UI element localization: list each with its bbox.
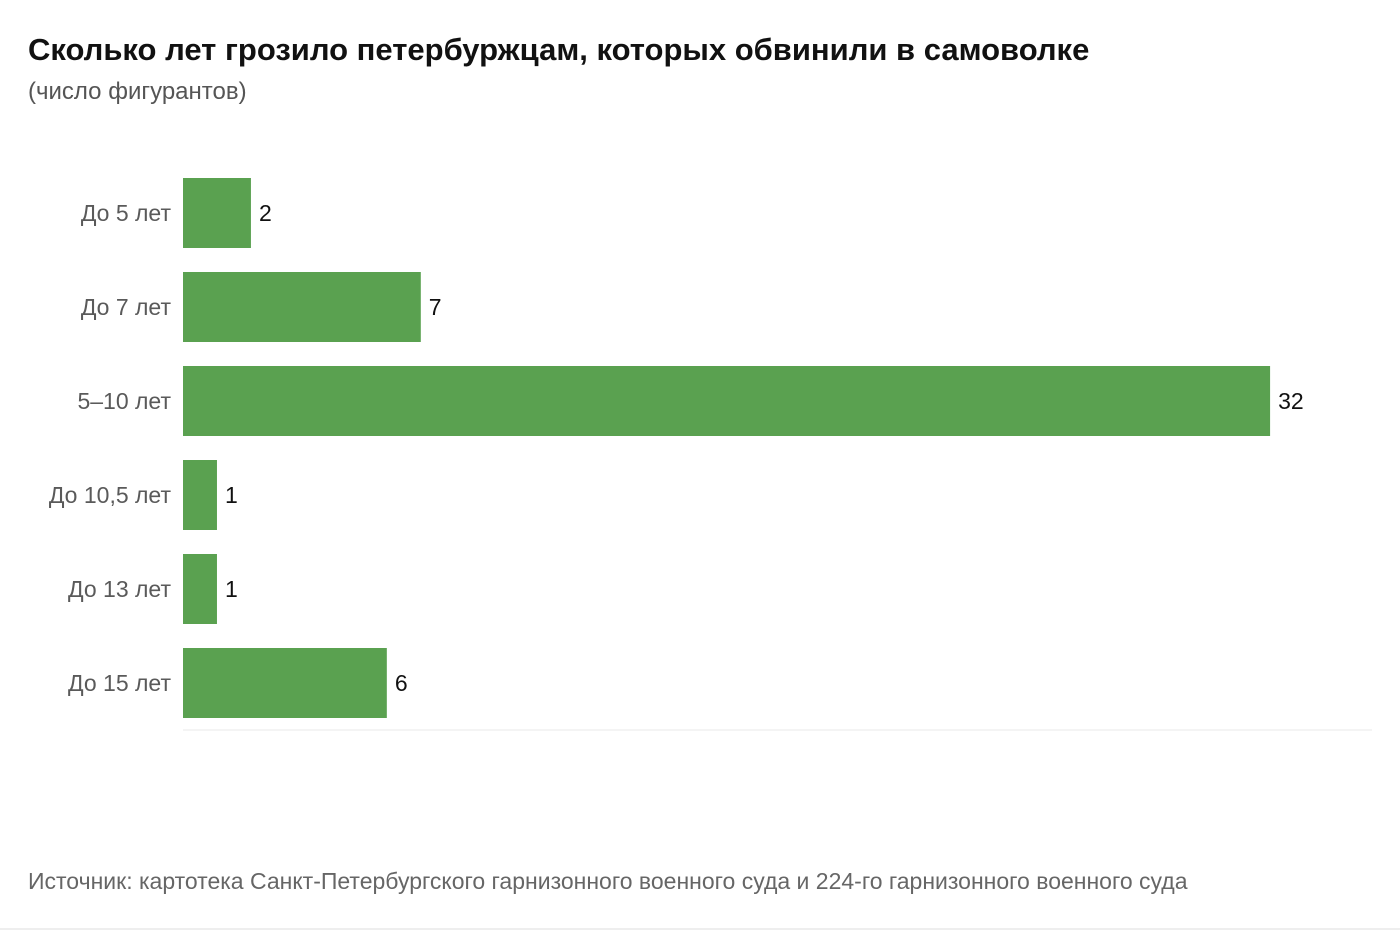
bars-group: До 5 лет 2 До 7 лет 7 5–10 лет 32 До 10,5 лет 1… <box>49 178 1304 718</box>
category-label: До 5 лет <box>81 200 172 226</box>
bottom-divider <box>0 928 1400 930</box>
value-label: 1 <box>225 482 238 508</box>
chart-title: Сколько лет грозило петербуржцам, которы… <box>28 32 1090 67</box>
category-label: 5–10 лет <box>77 388 171 414</box>
category-label: До 10,5 лет <box>49 482 172 508</box>
category-label: До 13 лет <box>68 576 171 602</box>
bar-chart: До 5 лет 2 До 7 лет 7 5–10 лет 32 До 10,5 лет 1… <box>49 178 1372 731</box>
value-label: 1 <box>225 576 238 602</box>
bar <box>183 460 217 530</box>
value-label: 6 <box>395 670 408 696</box>
source-note: Источник: картотека Санкт-Петербургского… <box>28 868 1188 894</box>
value-label: 7 <box>429 294 442 320</box>
bar <box>183 272 421 342</box>
category-label: До 7 лет <box>81 294 172 320</box>
bar <box>183 366 1271 436</box>
value-label: 2 <box>259 200 272 226</box>
bar <box>183 648 387 718</box>
bar <box>183 178 251 248</box>
value-label: 32 <box>1278 388 1304 414</box>
chart-subtitle: (число фигурантов) <box>28 78 247 105</box>
category-label: До 15 лет <box>68 670 171 696</box>
bar <box>183 554 217 624</box>
